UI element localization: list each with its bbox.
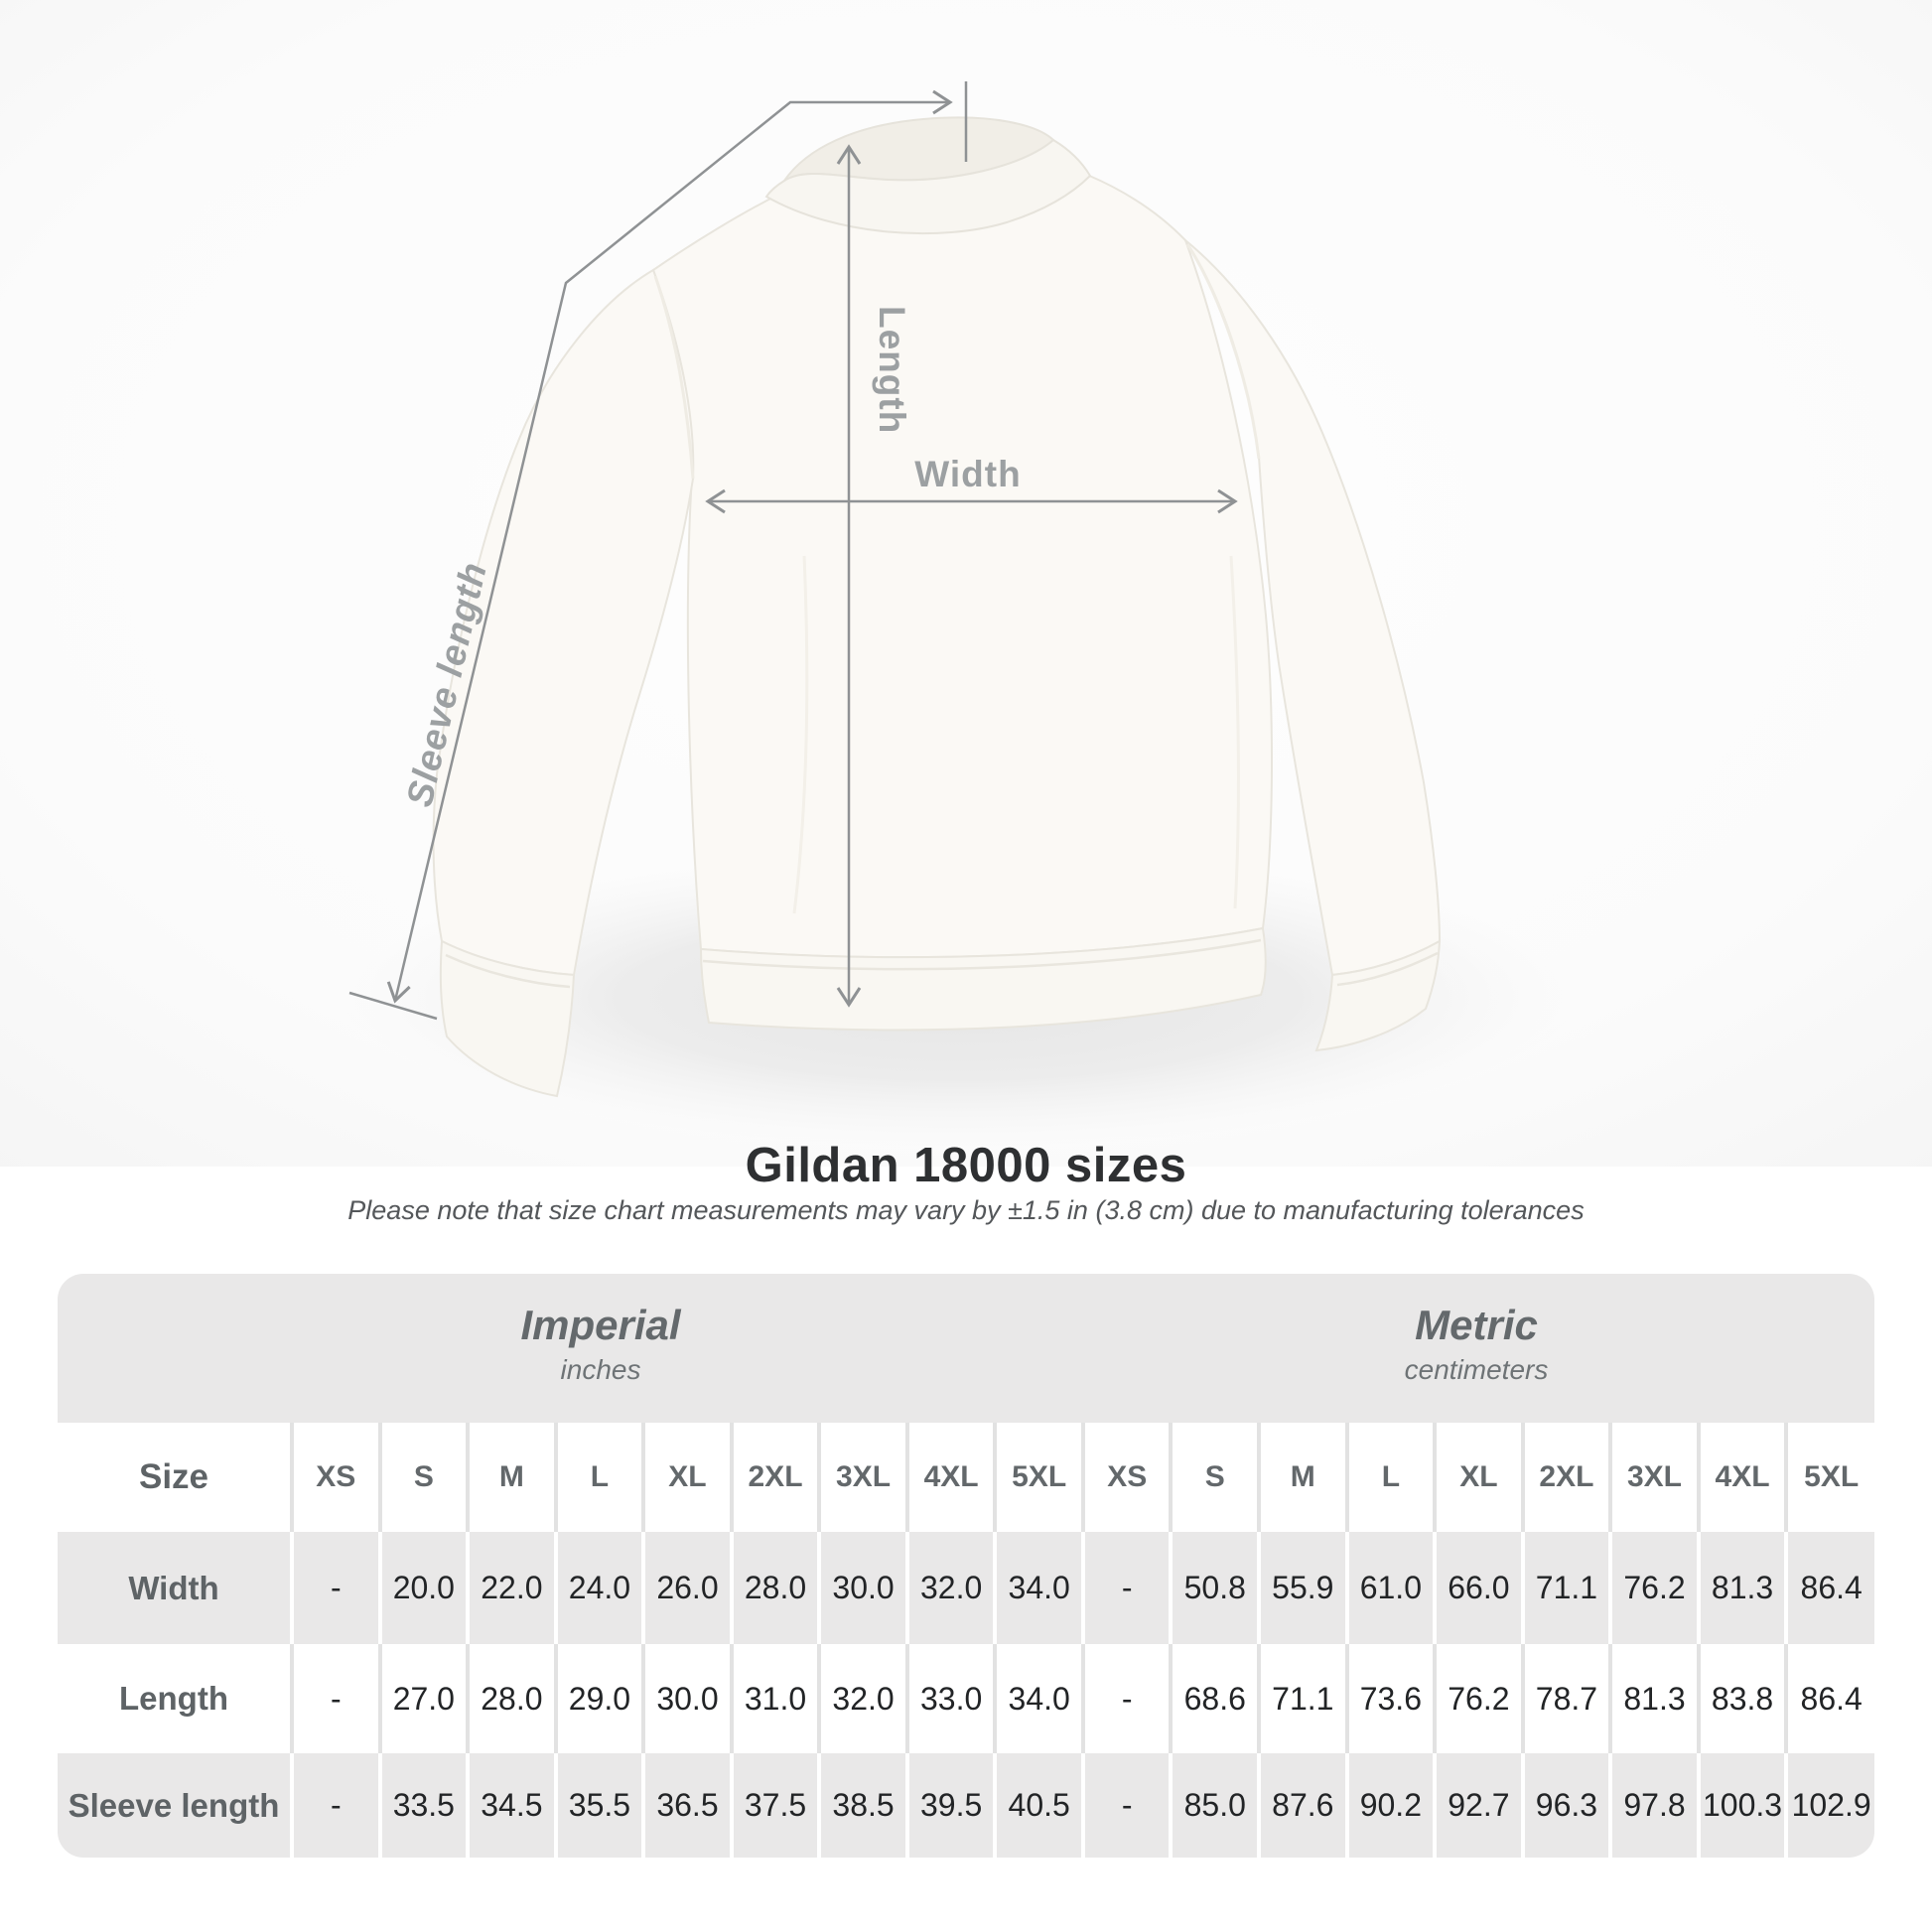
value-cell: 33.0 [904, 1644, 996, 1753]
sleeve-length-line [386, 89, 953, 1004]
col-header: M [1257, 1423, 1347, 1532]
value-cell: 39.5 [904, 1753, 996, 1858]
value-cell: 28.0 [729, 1532, 820, 1644]
value-cell: 71.1 [1520, 1532, 1611, 1644]
value-cell: 86.4 [1784, 1644, 1874, 1753]
metric-label: Metric [1415, 1302, 1538, 1348]
value-cell: 31.0 [729, 1644, 820, 1753]
col-header: 5XL [993, 1423, 1083, 1532]
size-table: Imperial inches Metric centimeters Size … [58, 1274, 1874, 1858]
col-header: L [553, 1423, 644, 1532]
value-cell: 50.8 [1169, 1532, 1260, 1644]
value-cell: - [1080, 1644, 1172, 1753]
width-measure-label: Width [914, 454, 1021, 494]
value-cell: 87.6 [1257, 1753, 1347, 1858]
value-cell: - [290, 1753, 380, 1858]
imperial-header: Imperial inches [520, 1300, 680, 1389]
sweatshirt-diagram: Length Width Sleeve length [0, 0, 1932, 1167]
col-header: XS [1080, 1423, 1172, 1532]
value-cell: 30.0 [641, 1644, 732, 1753]
value-cell: 81.3 [1696, 1532, 1787, 1644]
value-cell: 29.0 [553, 1644, 644, 1753]
value-cell: 68.6 [1169, 1644, 1260, 1753]
value-cell: 71.1 [1257, 1644, 1347, 1753]
row-label: Sleeve length [58, 1753, 293, 1858]
length-row: Length - 27.0 28.0 29.0 30.0 31.0 32.0 3… [58, 1644, 1874, 1753]
value-cell: 22.0 [466, 1532, 556, 1644]
col-header: 2XL [729, 1423, 820, 1532]
value-cell: 73.6 [1344, 1644, 1436, 1753]
value-cell: 85.0 [1169, 1753, 1260, 1858]
value-cell: 36.5 [641, 1753, 732, 1858]
value-cell: 30.0 [817, 1532, 907, 1644]
value-cell: 28.0 [466, 1644, 556, 1753]
value-cell: 86.4 [1784, 1532, 1874, 1644]
col-header: 4XL [1696, 1423, 1787, 1532]
col-header: XS [290, 1423, 380, 1532]
value-cell: 102.9 [1784, 1753, 1874, 1858]
value-cell: 38.5 [817, 1753, 907, 1858]
sleeve-end-tick [348, 991, 438, 1021]
col-header: XL [641, 1423, 732, 1532]
value-cell: 76.2 [1433, 1644, 1523, 1753]
value-cell: 37.5 [729, 1753, 820, 1858]
sleeve-length-row: Sleeve length - 33.5 34.5 35.5 36.5 37.5… [58, 1753, 1874, 1858]
imperial-unit: inches [560, 1354, 641, 1385]
width-row: Width - 20.0 22.0 24.0 26.0 28.0 30.0 32… [58, 1532, 1874, 1644]
col-header: 3XL [817, 1423, 907, 1532]
value-cell: 35.5 [553, 1753, 644, 1858]
row-label: Width [58, 1532, 293, 1644]
value-cell: 34.5 [466, 1753, 556, 1858]
unit-header-band: Imperial inches Metric centimeters [58, 1274, 1874, 1423]
col-header: 2XL [1520, 1423, 1611, 1532]
metric-unit: centimeters [1404, 1354, 1549, 1385]
col-header: 5XL [1784, 1423, 1874, 1532]
value-cell: 34.0 [993, 1532, 1083, 1644]
col-header: L [1344, 1423, 1436, 1532]
value-cell: 32.0 [904, 1532, 996, 1644]
col-header: XL [1433, 1423, 1523, 1532]
value-cell: 66.0 [1433, 1532, 1523, 1644]
col-header: S [1169, 1423, 1260, 1532]
value-cell: 34.0 [993, 1644, 1083, 1753]
value-cell: 40.5 [993, 1753, 1083, 1858]
value-cell: 81.3 [1608, 1644, 1699, 1753]
col-header: 4XL [904, 1423, 996, 1532]
col-header: 3XL [1608, 1423, 1699, 1532]
value-cell: 97.8 [1608, 1753, 1699, 1858]
size-header-row: Size XS S M L XL 2XL 3XL 4XL 5XL XS S M … [58, 1423, 1874, 1532]
value-cell: 90.2 [1344, 1753, 1436, 1858]
value-cell: 33.5 [377, 1753, 469, 1858]
value-cell: 55.9 [1257, 1532, 1347, 1644]
value-cell: 76.2 [1608, 1532, 1699, 1644]
col-header: M [466, 1423, 556, 1532]
value-cell: - [290, 1532, 380, 1644]
value-cell: 20.0 [377, 1532, 469, 1644]
value-cell: 32.0 [817, 1644, 907, 1753]
length-measure-label: Length [872, 306, 912, 434]
value-cell: - [290, 1644, 380, 1753]
value-cell: 100.3 [1696, 1753, 1787, 1858]
value-cell: 78.7 [1520, 1644, 1611, 1753]
value-cell: 27.0 [377, 1644, 469, 1753]
value-cell: - [1080, 1532, 1172, 1644]
value-cell: - [1080, 1753, 1172, 1858]
imperial-label: Imperial [520, 1302, 681, 1348]
page-title: Gildan 18000 sizes [745, 1139, 1187, 1192]
value-cell: 24.0 [553, 1532, 644, 1644]
row-label: Length [58, 1644, 293, 1753]
metric-header: Metric centimeters [1405, 1300, 1549, 1389]
value-cell: 26.0 [641, 1532, 732, 1644]
size-header-cell: Size [58, 1423, 293, 1532]
value-cell: 92.7 [1433, 1753, 1523, 1858]
col-header: S [377, 1423, 469, 1532]
value-cell: 96.3 [1520, 1753, 1611, 1858]
value-cell: 61.0 [1344, 1532, 1436, 1644]
measurement-lines [348, 81, 1238, 1021]
value-cell: 83.8 [1696, 1644, 1787, 1753]
size-measurements-table: Size XS S M L XL 2XL 3XL 4XL 5XL XS S M … [58, 1423, 1874, 1858]
page-subtitle: Please note that size chart measurements… [347, 1195, 1585, 1225]
